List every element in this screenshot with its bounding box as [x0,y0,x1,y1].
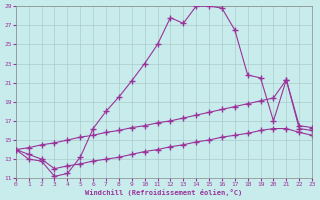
X-axis label: Windchill (Refroidissement éolien,°C): Windchill (Refroidissement éolien,°C) [85,189,243,196]
